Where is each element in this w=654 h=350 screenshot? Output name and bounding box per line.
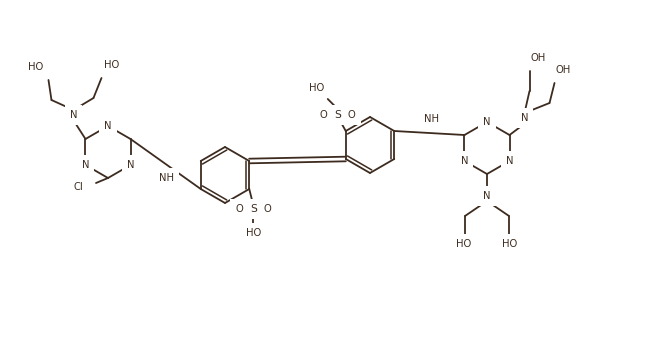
Text: HO: HO [105, 60, 120, 70]
Text: N: N [127, 160, 134, 170]
Text: N: N [483, 117, 490, 127]
Text: O: O [235, 204, 243, 214]
Text: N: N [460, 156, 468, 166]
Text: N: N [82, 160, 89, 170]
Text: HO: HO [502, 239, 517, 249]
Text: O: O [348, 110, 356, 120]
Text: HO: HO [246, 228, 261, 238]
Text: S: S [250, 204, 256, 214]
Text: S: S [334, 110, 341, 120]
Text: Cl: Cl [73, 182, 83, 192]
Text: N: N [70, 110, 77, 120]
Text: HO: HO [28, 62, 43, 72]
Text: HO: HO [456, 239, 472, 249]
Text: OH: OH [555, 65, 571, 75]
Text: N: N [506, 156, 513, 166]
Text: OH: OH [530, 53, 546, 63]
Text: NH: NH [424, 114, 439, 124]
Text: N: N [104, 121, 112, 131]
Text: N: N [521, 113, 528, 123]
Text: HO: HO [309, 83, 324, 93]
Text: O: O [264, 204, 271, 214]
Text: O: O [320, 110, 328, 120]
Text: NH: NH [159, 173, 174, 183]
Text: N: N [483, 191, 490, 201]
